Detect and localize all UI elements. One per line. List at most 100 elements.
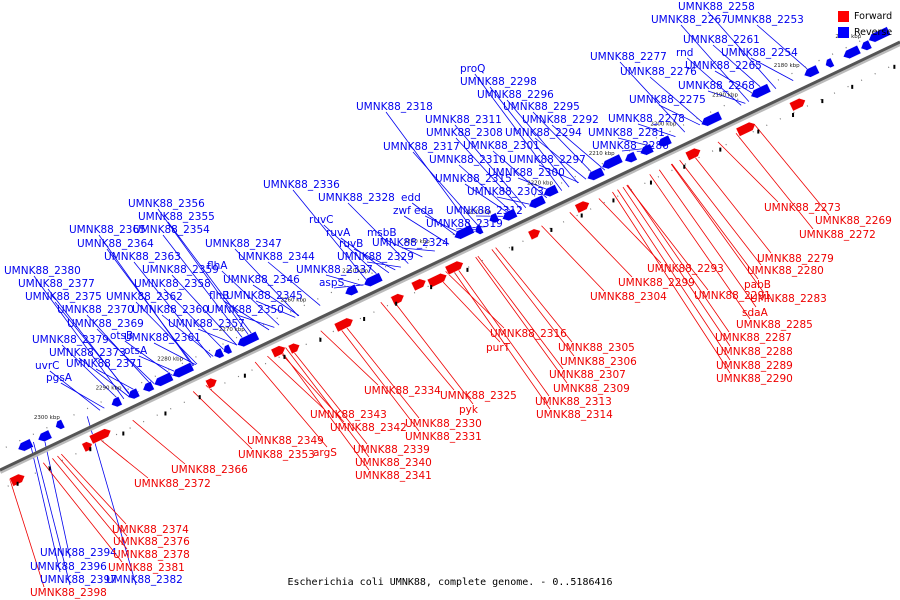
scale-tick-label: 2180 kbp (774, 63, 800, 69)
gene-arrows (9, 26, 896, 487)
reverse-leader-line (197, 328, 238, 346)
reverse-gene-label: UMNK88_2278 (608, 113, 685, 125)
feature-marker (16, 481, 19, 486)
reverse-gene (237, 331, 260, 348)
reverse-gene-label: UMNK88_2394 (40, 547, 117, 559)
feature-marker (466, 267, 469, 272)
reverse-leader-line (54, 301, 132, 396)
reverse-leader-line (96, 328, 156, 385)
reverse-gene-label: UMNK88_2254 (721, 47, 798, 59)
feature-marker (243, 373, 246, 378)
reverse-leader-line (454, 124, 527, 209)
reverse-gene-label: UMNK88_2295 (503, 101, 580, 113)
forward-leader-line (267, 355, 325, 410)
forward-gene-label: UMNK88_2269 (815, 215, 892, 227)
forward-gene-label: UMNK88_2381 (108, 562, 185, 574)
reverse-gene (657, 134, 673, 148)
reverse-gene-label: UMNK88_2344 (238, 251, 315, 263)
feature-marker (48, 466, 51, 471)
reverse-gene (223, 343, 233, 355)
reverse-gene-label: UMNK88_2347 (205, 238, 282, 250)
reverse-leader-line (325, 274, 363, 286)
forward-leader-line (754, 124, 830, 216)
forward-leader-line (569, 212, 633, 278)
reverse-gene (37, 429, 53, 442)
forward-gene (205, 377, 218, 390)
reverse-gene (17, 438, 34, 452)
feature-marker (719, 147, 722, 152)
reverse-leader-line (619, 61, 686, 133)
reverse-gene-label: aspS (319, 277, 345, 289)
reverse-gene (111, 396, 123, 408)
reverse-leader-line (366, 261, 401, 268)
scale-tick-label: 2290 kbp (96, 386, 122, 392)
reverse-gene (213, 347, 225, 359)
forward-leader-line (671, 163, 759, 280)
reverse-gene-label: UMNK88_2346 (223, 274, 300, 286)
forward-gene-label: UMNK88_2313 (535, 396, 612, 408)
forward-gene-label: UMNK88_2280 (747, 265, 824, 277)
reverse-gene-label: UMNK88_2359 (142, 264, 219, 276)
reverse-swatch (838, 26, 849, 38)
reverse-gene-label: UMNK88_2317 (383, 141, 460, 153)
reverse-leader-line (33, 441, 71, 586)
reverse-gene-label: UMNK88_2329 (337, 251, 414, 263)
map-caption: Escherichia coli UMNK88, complete genome… (287, 577, 613, 588)
feature-marker (649, 180, 652, 185)
forward-leader-line (445, 271, 505, 329)
forward-gene-label: UMNK88_2341 (355, 470, 432, 482)
reverse-gene (750, 83, 772, 99)
forward-gene-label: UMNK88_2331 (405, 431, 482, 443)
reverse-gene (624, 151, 638, 163)
reverse-gene (700, 110, 723, 127)
reverse-leader-line (29, 443, 61, 573)
reverse-leader-line (43, 436, 71, 559)
reverse-gene-label: flhB (209, 290, 229, 302)
forward-gene (390, 293, 405, 306)
reverse-leader-line (171, 274, 238, 346)
reverse-gene-label: UMNK88_2301 (463, 140, 540, 152)
reverse-leader-line (157, 208, 252, 339)
forward-leader-line (336, 323, 420, 432)
reverse-leader-line (686, 57, 742, 106)
reverse-leader-line (411, 202, 461, 240)
feature-marker (319, 337, 322, 342)
forward-leader-line (649, 174, 751, 320)
forward-gene-label: UMNK88_2305 (558, 342, 635, 354)
feature-marker (821, 99, 824, 104)
feature-marker (683, 164, 686, 169)
reverse-leader-line (61, 344, 121, 402)
forward-gene-label: UMNK88_2330 (405, 418, 482, 430)
reverse-gene-label: UMNK88_2337 (296, 264, 373, 276)
reverse-gene (344, 283, 359, 296)
reverse-gene-label: UMNK88_2371 (66, 358, 143, 370)
reverse-leader-line (458, 164, 514, 214)
reverse-leader-line (658, 104, 701, 126)
forward-leader-line (61, 453, 127, 525)
reverse-leader-line (707, 11, 777, 90)
reverse-gene-label: UMNK88_2311 (425, 114, 502, 126)
feature-marker (792, 113, 795, 118)
forward-swatch (838, 10, 849, 22)
reverse-gene (474, 224, 484, 235)
reverse-gene-label: UMNK88_2315 (435, 173, 512, 185)
forward-gene-label: UMNK88_2376 (113, 536, 190, 548)
forward-gene-label: UMNK88_2314 (536, 409, 613, 421)
forward-leader-line (475, 256, 568, 384)
reverse-leader-line (489, 86, 570, 188)
forward-gene-label: UMNK88_2307 (549, 369, 626, 381)
feature-marker (89, 447, 92, 452)
reverse-gene-label: UMNK88_2361 (124, 332, 201, 344)
forward-leader-line (679, 159, 762, 266)
reverse-gene-label: UMNK88_2267 (651, 14, 728, 26)
feature-marker (283, 354, 286, 359)
reverse-leader-line (532, 111, 595, 176)
forward-gene-label: UMNK88_2349 (247, 435, 324, 447)
reverse-leader-line (412, 151, 482, 230)
scale-tick-label: 2240 kbp (404, 239, 430, 245)
forward-leader-line (692, 153, 772, 254)
reverse-leader-line (750, 57, 794, 81)
forward-gene (410, 278, 427, 292)
forward-leader-line (451, 268, 551, 410)
